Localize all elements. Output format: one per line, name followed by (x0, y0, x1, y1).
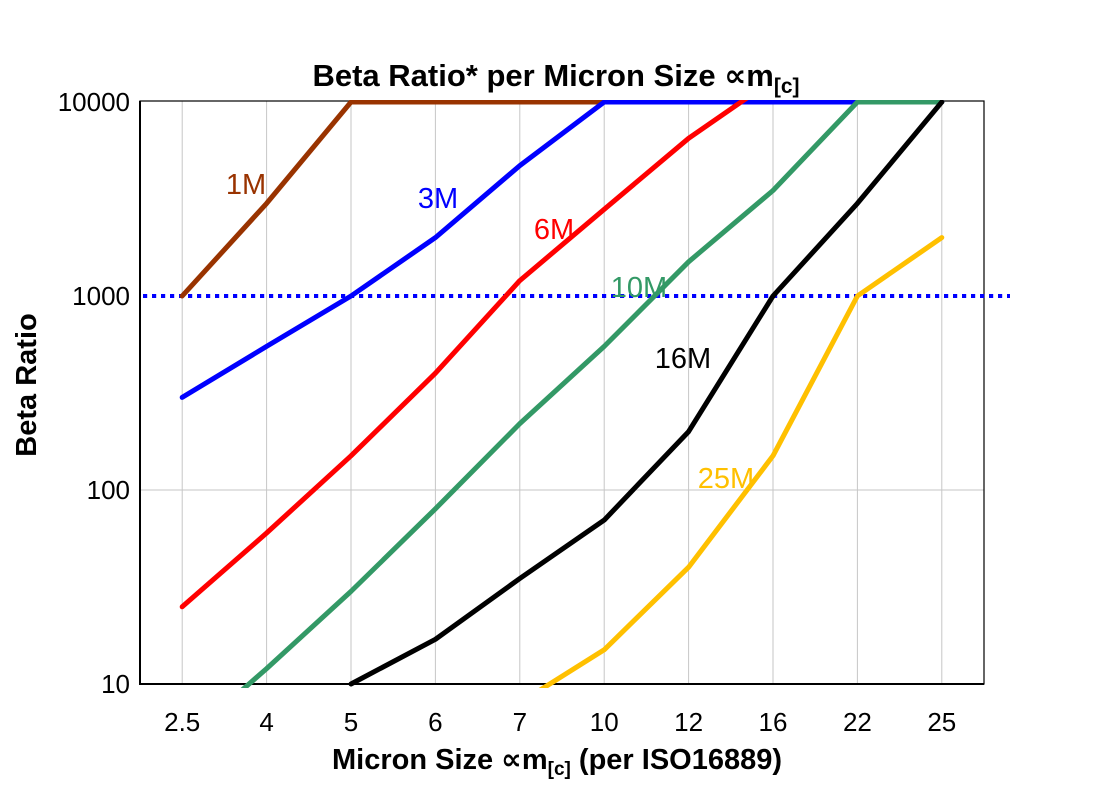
y-axis-title: Beta Ratio (11, 313, 43, 456)
x-tick-label: 12 (674, 707, 703, 737)
x-tick-label: 2.5 (164, 707, 200, 737)
x-tick-label: 4 (259, 707, 273, 737)
series-lines (179, 100, 945, 688)
x-axis-title: Micron Size ∝m[c] (per ISO16889) (332, 744, 782, 780)
x-tick-label: 10 (590, 707, 619, 737)
series-label-25M: 25M (698, 463, 754, 495)
y-tick-label: 10000 (58, 87, 130, 117)
y-tick-label: 1000 (72, 281, 130, 311)
series-label-6M: 6M (534, 214, 574, 246)
y-tick-label: 100 (87, 475, 130, 505)
gridlines (140, 101, 984, 684)
x-tick-label: 25 (927, 707, 956, 737)
series-line-16M (348, 100, 945, 687)
series-label-1M: 1M (226, 169, 266, 201)
series-line-25M (538, 235, 945, 688)
x-tick-label: 5 (344, 707, 358, 737)
y-tick-label: 10 (101, 669, 130, 699)
x-tick-label: 6 (428, 707, 442, 737)
chart-title: Beta Ratio* per Micron Size ∝m[c] (312, 58, 799, 98)
x-tick-label: 7 (513, 707, 527, 737)
series-label-3M: 3M (418, 183, 458, 215)
x-tick-label: 22 (843, 707, 872, 737)
series-label-10M: 10M (611, 272, 667, 304)
series-line-3M (179, 100, 945, 400)
series-line-10M (240, 100, 945, 688)
series-line-6M (179, 100, 749, 610)
x-tick-label: 16 (759, 707, 788, 737)
series-label-16M: 16M (655, 343, 711, 375)
